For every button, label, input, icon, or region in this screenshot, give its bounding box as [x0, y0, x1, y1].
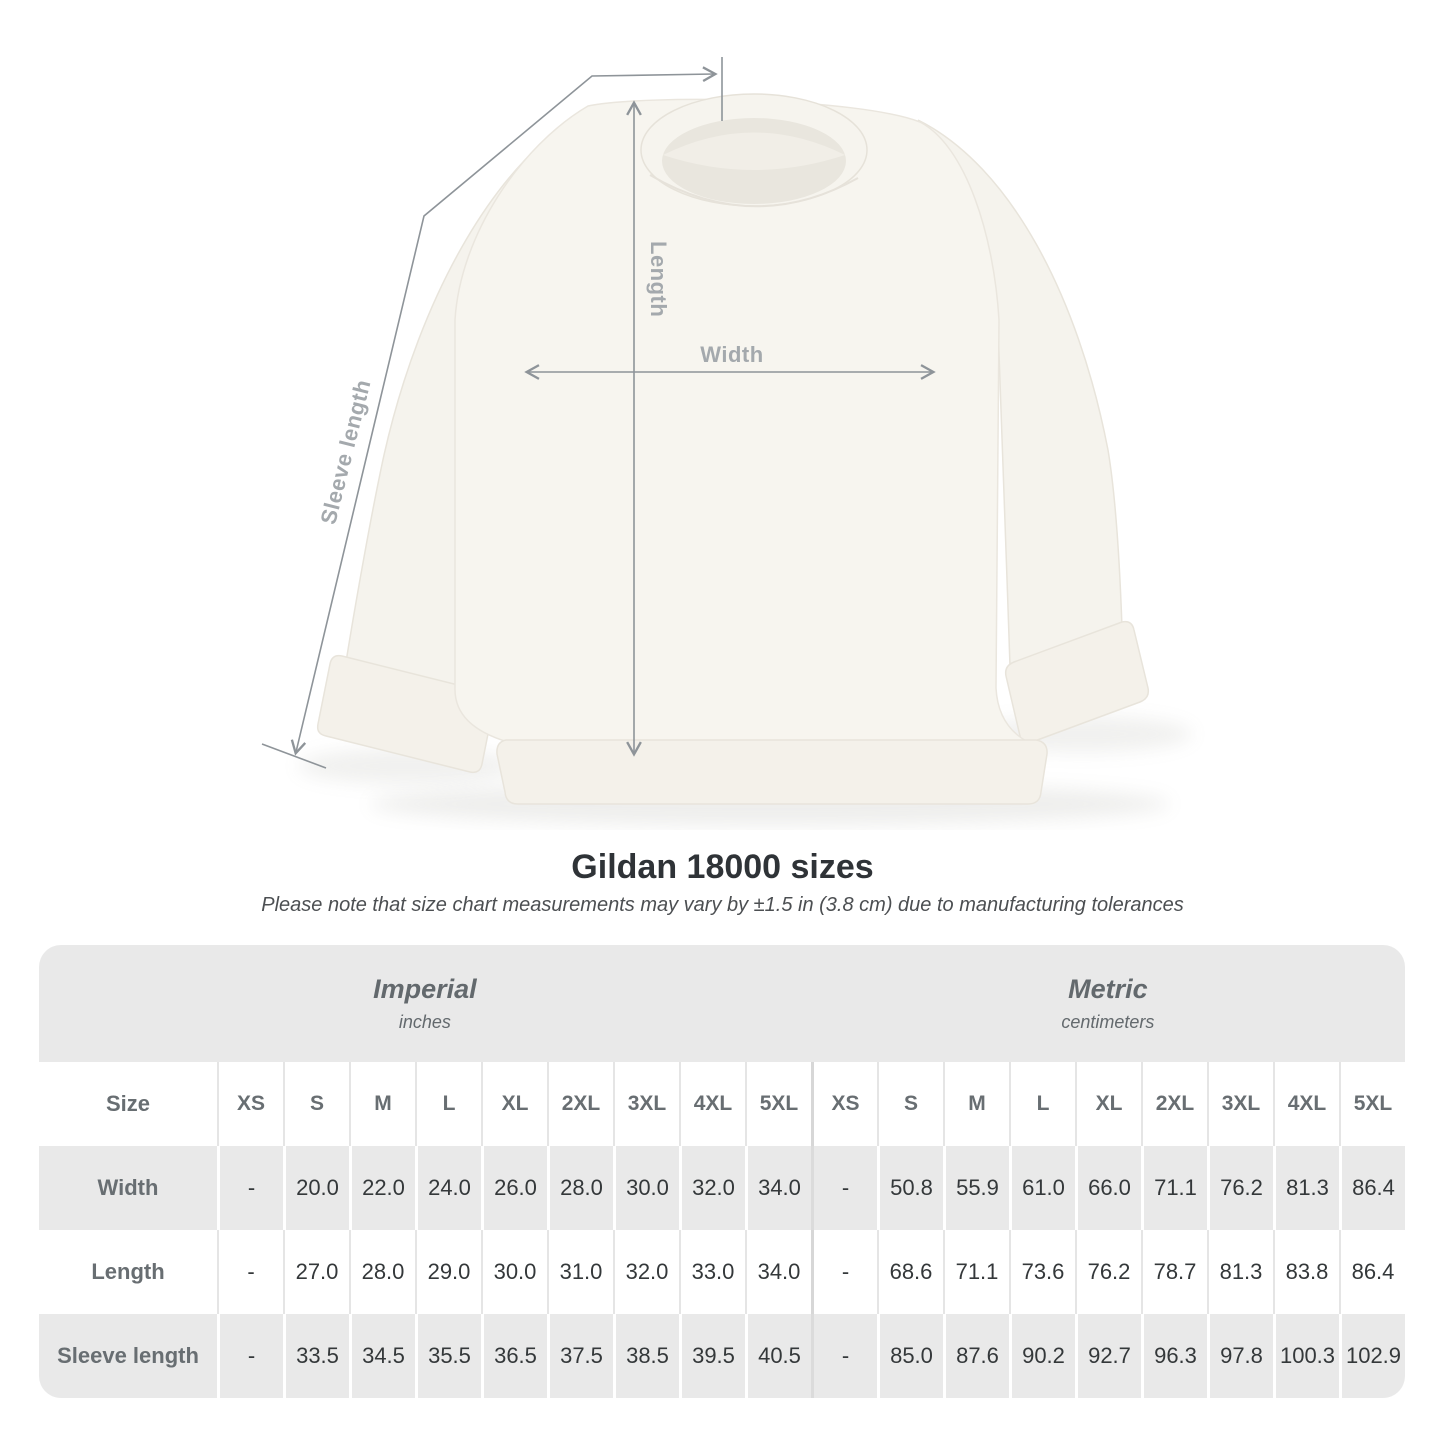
size-header-cell: 4XL — [679, 1062, 745, 1146]
measurement-cell: - — [811, 1146, 877, 1230]
measurement-cell: 34.5 — [349, 1314, 415, 1398]
size-header-cell: 4XL — [1273, 1062, 1339, 1146]
imperial-group-label: Imperial — [373, 974, 477, 1004]
imperial-group-unit: inches — [398, 1012, 451, 1032]
measurement-cell: 34.0 — [745, 1230, 811, 1314]
width-dimension-label: Width — [700, 342, 764, 367]
measurement-cell: - — [217, 1146, 283, 1230]
measurement-cell: 71.1 — [1141, 1146, 1207, 1230]
size-header-cell: 2XL — [547, 1062, 613, 1146]
measurement-cell: 61.0 — [1009, 1146, 1075, 1230]
measurement-cell: 87.6 — [943, 1314, 1009, 1398]
measurement-cell: 36.5 — [481, 1314, 547, 1398]
measurement-cell: 33.5 — [283, 1314, 349, 1398]
measurement-cell: 68.6 — [877, 1230, 943, 1314]
measurement-cell: 34.0 — [745, 1146, 811, 1230]
size-header-cell: 3XL — [1207, 1062, 1273, 1146]
metric-group-label: Metric — [1068, 974, 1148, 1004]
size-table-grid: Size XS S M L XL 2XL 3XL 4XL 5XL XS S M L XL 2XL 3XL 4XL 5… — [39, 1062, 1405, 1398]
size-header-cell: 3XL — [613, 1062, 679, 1146]
measurement-cell: 37.5 — [547, 1314, 613, 1398]
measurement-cell: 32.0 — [679, 1146, 745, 1230]
size-header-cell: XL — [481, 1062, 547, 1146]
measurement-cell: 28.0 — [349, 1230, 415, 1314]
measurement-cell: 35.5 — [415, 1314, 481, 1398]
sleeve-length-line — [290, 66, 718, 756]
measurement-cell: 76.2 — [1075, 1230, 1141, 1314]
sweatshirt-illustration — [261, 57, 1192, 826]
size-header-cell: M — [943, 1062, 1009, 1146]
unit-group-band: Imperial inches Metric centimeters — [39, 945, 1405, 1062]
measurement-cell: 81.3 — [1273, 1146, 1339, 1230]
size-header-cell: 5XL — [745, 1062, 811, 1146]
row-label: Length — [39, 1230, 217, 1314]
measurement-cell: 100.3 — [1273, 1314, 1339, 1398]
measurement-cell: 39.5 — [679, 1314, 745, 1398]
size-header-cell: 5XL — [1339, 1062, 1405, 1146]
size-header-cell: XL — [1075, 1062, 1141, 1146]
size-header-cell: S — [877, 1062, 943, 1146]
measurement-cell: 78.7 — [1141, 1230, 1207, 1314]
size-header-cell: S — [283, 1062, 349, 1146]
row-label: Sleeve length — [39, 1314, 217, 1398]
measurement-cell: - — [217, 1230, 283, 1314]
measurement-cell: - — [217, 1314, 283, 1398]
measurement-cell: 86.4 — [1339, 1230, 1405, 1314]
cuff-end-tick — [261, 743, 327, 769]
size-table: Imperial inches Metric centimeters Size X… — [39, 945, 1405, 1398]
measurement-cell: 20.0 — [283, 1146, 349, 1230]
measurement-cell: 90.2 — [1009, 1314, 1075, 1398]
measurement-cell: 97.8 — [1207, 1314, 1273, 1398]
measurement-cell: 102.9 — [1339, 1314, 1405, 1398]
measurement-cell: 40.5 — [745, 1314, 811, 1398]
product-figure: Length Width Sleeve length — [261, 57, 1192, 826]
measurement-cell: 83.8 — [1273, 1230, 1339, 1314]
measurement-cell: 38.5 — [613, 1314, 679, 1398]
measurement-cell: 30.0 — [613, 1146, 679, 1230]
measurement-cell: 31.0 — [547, 1230, 613, 1314]
measurement-cell: 22.0 — [349, 1146, 415, 1230]
measurement-cell: 33.0 — [679, 1230, 745, 1314]
measurement-cell: 32.0 — [613, 1230, 679, 1314]
measurement-cell: 85.0 — [877, 1314, 943, 1398]
page-title: Gildan 18000 sizes — [571, 848, 874, 886]
size-header-cell: 2XL — [1141, 1062, 1207, 1146]
measurement-cell: 71.1 — [943, 1230, 1009, 1314]
measurement-cell: - — [811, 1314, 877, 1398]
measurement-cell: 29.0 — [415, 1230, 481, 1314]
size-header-cell: XS — [811, 1062, 877, 1146]
row-label: Width — [39, 1146, 217, 1230]
measurement-cell: 27.0 — [283, 1230, 349, 1314]
measurement-cell: 24.0 — [415, 1146, 481, 1230]
measurement-cell: 96.3 — [1141, 1314, 1207, 1398]
measurement-cell: 76.2 — [1207, 1146, 1273, 1230]
measurement-cell: 30.0 — [481, 1230, 547, 1314]
metric-group-unit: centimeters — [1061, 1012, 1155, 1032]
measurement-cell: 55.9 — [943, 1146, 1009, 1230]
imperial-group-header: Imperial inches — [39, 945, 811, 1062]
measurement-cell: 28.0 — [547, 1146, 613, 1230]
measurement-cell: 81.3 — [1207, 1230, 1273, 1314]
size-header-cell: L — [1009, 1062, 1075, 1146]
length-dimension-label: Length — [646, 241, 671, 318]
measurement-cell: 26.0 — [481, 1146, 547, 1230]
measurement-cell: 73.6 — [1009, 1230, 1075, 1314]
size-header-cell: M — [349, 1062, 415, 1146]
measurement-cell: - — [811, 1230, 877, 1314]
size-header-cell: L — [415, 1062, 481, 1146]
measurement-cell: 86.4 — [1339, 1146, 1405, 1230]
measurement-cell: 66.0 — [1075, 1146, 1141, 1230]
measurement-cell: 50.8 — [877, 1146, 943, 1230]
size-header-cell: XS — [217, 1062, 283, 1146]
hem-band — [496, 739, 1048, 805]
measurement-cell: 92.7 — [1075, 1314, 1141, 1398]
size-column-header: Size — [39, 1062, 217, 1146]
metric-group-header: Metric centimeters — [811, 945, 1405, 1062]
tolerance-note: Please note that size chart measurements… — [261, 894, 1184, 916]
